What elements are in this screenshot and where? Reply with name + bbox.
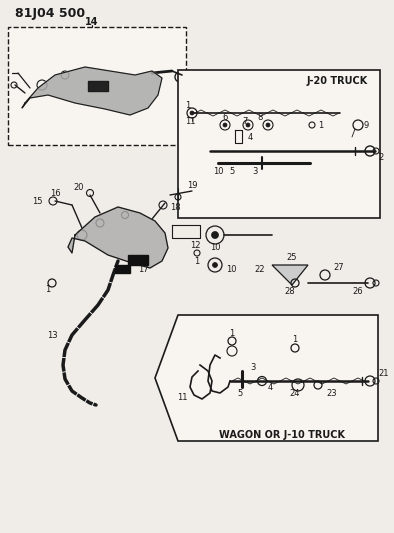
Polygon shape — [22, 67, 162, 115]
Text: 6: 6 — [222, 114, 228, 123]
Text: 16: 16 — [50, 189, 60, 198]
Text: 1: 1 — [185, 101, 191, 109]
Text: 11: 11 — [185, 117, 195, 125]
Polygon shape — [272, 265, 308, 285]
Text: 3: 3 — [252, 166, 258, 175]
Text: 1: 1 — [45, 285, 50, 294]
Polygon shape — [115, 265, 130, 273]
Text: 23: 23 — [326, 389, 336, 398]
Polygon shape — [68, 207, 168, 268]
Text: 25: 25 — [287, 254, 297, 262]
Text: 10: 10 — [213, 166, 223, 175]
Text: 4: 4 — [248, 133, 253, 141]
Text: 8: 8 — [257, 112, 263, 122]
Text: 28: 28 — [285, 287, 296, 295]
Text: J-20 TRUCK: J-20 TRUCK — [307, 76, 368, 86]
Text: 22: 22 — [255, 264, 265, 273]
Text: 21: 21 — [378, 368, 388, 377]
Bar — [8, 27, 186, 145]
Polygon shape — [155, 315, 378, 441]
Text: 1: 1 — [318, 120, 323, 130]
Text: 1: 1 — [292, 335, 297, 344]
Text: 18: 18 — [170, 203, 180, 212]
Text: 9: 9 — [364, 120, 369, 130]
Text: 19: 19 — [187, 181, 197, 190]
Text: 13: 13 — [47, 330, 58, 340]
Text: WAGON OR J-10 TRUCK: WAGON OR J-10 TRUCK — [219, 430, 345, 440]
Polygon shape — [128, 255, 148, 265]
Bar — [178, 70, 380, 218]
Text: 1: 1 — [194, 256, 200, 265]
Text: 24: 24 — [290, 389, 300, 398]
Text: 4: 4 — [268, 384, 273, 392]
Circle shape — [212, 231, 219, 238]
Circle shape — [223, 123, 227, 127]
Text: 20: 20 — [74, 183, 84, 192]
Text: 10: 10 — [226, 264, 236, 273]
Text: 1: 1 — [229, 328, 234, 337]
Text: 12: 12 — [190, 240, 200, 249]
Text: 5: 5 — [229, 166, 234, 175]
Circle shape — [246, 123, 250, 127]
Text: 2: 2 — [378, 152, 383, 161]
Circle shape — [266, 123, 270, 127]
Circle shape — [190, 111, 194, 115]
Polygon shape — [88, 81, 108, 91]
Text: 10: 10 — [210, 244, 220, 253]
Text: 11: 11 — [178, 393, 188, 402]
Text: 14: 14 — [85, 17, 99, 27]
Text: 3: 3 — [250, 364, 255, 373]
Text: 17: 17 — [138, 264, 149, 273]
Text: 27: 27 — [333, 263, 344, 272]
Text: 5: 5 — [237, 389, 243, 398]
Circle shape — [178, 75, 182, 79]
Text: 7: 7 — [242, 117, 248, 125]
Text: 26: 26 — [353, 287, 363, 295]
Text: 15: 15 — [32, 197, 43, 206]
Text: 81J04 500: 81J04 500 — [15, 6, 85, 20]
Circle shape — [212, 262, 217, 268]
